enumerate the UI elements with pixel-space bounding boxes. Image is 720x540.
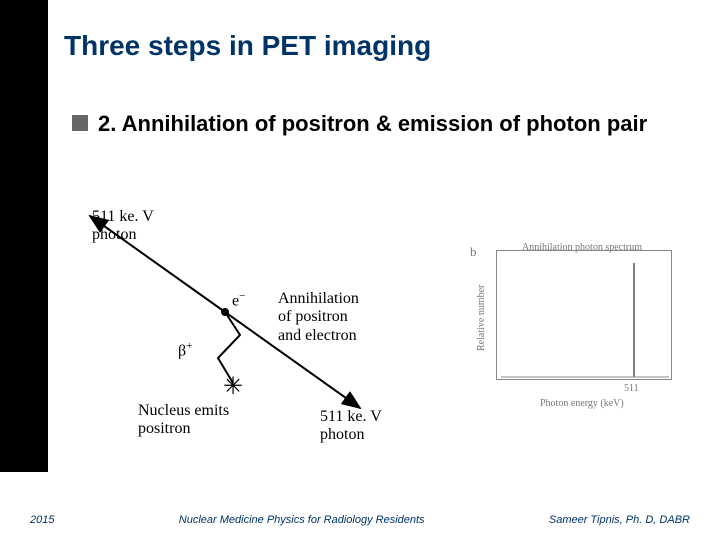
spectrum-ylabel: Relative number [476, 258, 487, 378]
spectrum-xlabel: Photon energy (keV) [540, 398, 624, 409]
spectrum-panel: b Annihilation photon spectrum Relative … [460, 240, 690, 420]
bullet-row: 2. Annihilation of positron & emission o… [72, 110, 692, 139]
beta-plus-base: β [178, 342, 186, 359]
label-e-minus: e− [232, 290, 245, 311]
nucleus-asterisk-icon: ✳ [223, 374, 243, 400]
spectrum-svg [497, 251, 673, 381]
label-photon-bottom: 511 ke. V photon [320, 408, 382, 445]
label-nucleus: Nucleus emits positron [138, 402, 229, 439]
beta-plus-sup: + [186, 340, 192, 352]
footer-year: 2015 [30, 514, 54, 526]
footer: 2015 Nuclear Medicine Physics for Radiol… [0, 514, 720, 526]
positron-path [218, 312, 240, 383]
label-annihilation: Annihilation of positron and electron [278, 290, 359, 345]
left-black-sidebar [0, 0, 48, 472]
spectrum-xtick: 511 [624, 383, 639, 394]
slide-title: Three steps in PET imaging [64, 30, 431, 62]
bullet-square-icon [72, 115, 88, 131]
label-photon-top: 511 ke. V photon [92, 208, 154, 245]
footer-author: Sameer Tipnis, Ph. D, DABR [549, 514, 690, 526]
annihilation-point-icon [221, 308, 229, 316]
bullet-text: 2. Annihilation of positron & emission o… [98, 110, 647, 139]
spectrum-frame [496, 250, 672, 380]
label-beta-plus: β+ [178, 340, 192, 361]
e-minus-sup: − [239, 290, 245, 302]
footer-title: Nuclear Medicine Physics for Radiology R… [179, 514, 425, 526]
annihilation-diagram: ✳ 511 ke. V photon 511 ke. V photon e− β… [60, 190, 440, 450]
